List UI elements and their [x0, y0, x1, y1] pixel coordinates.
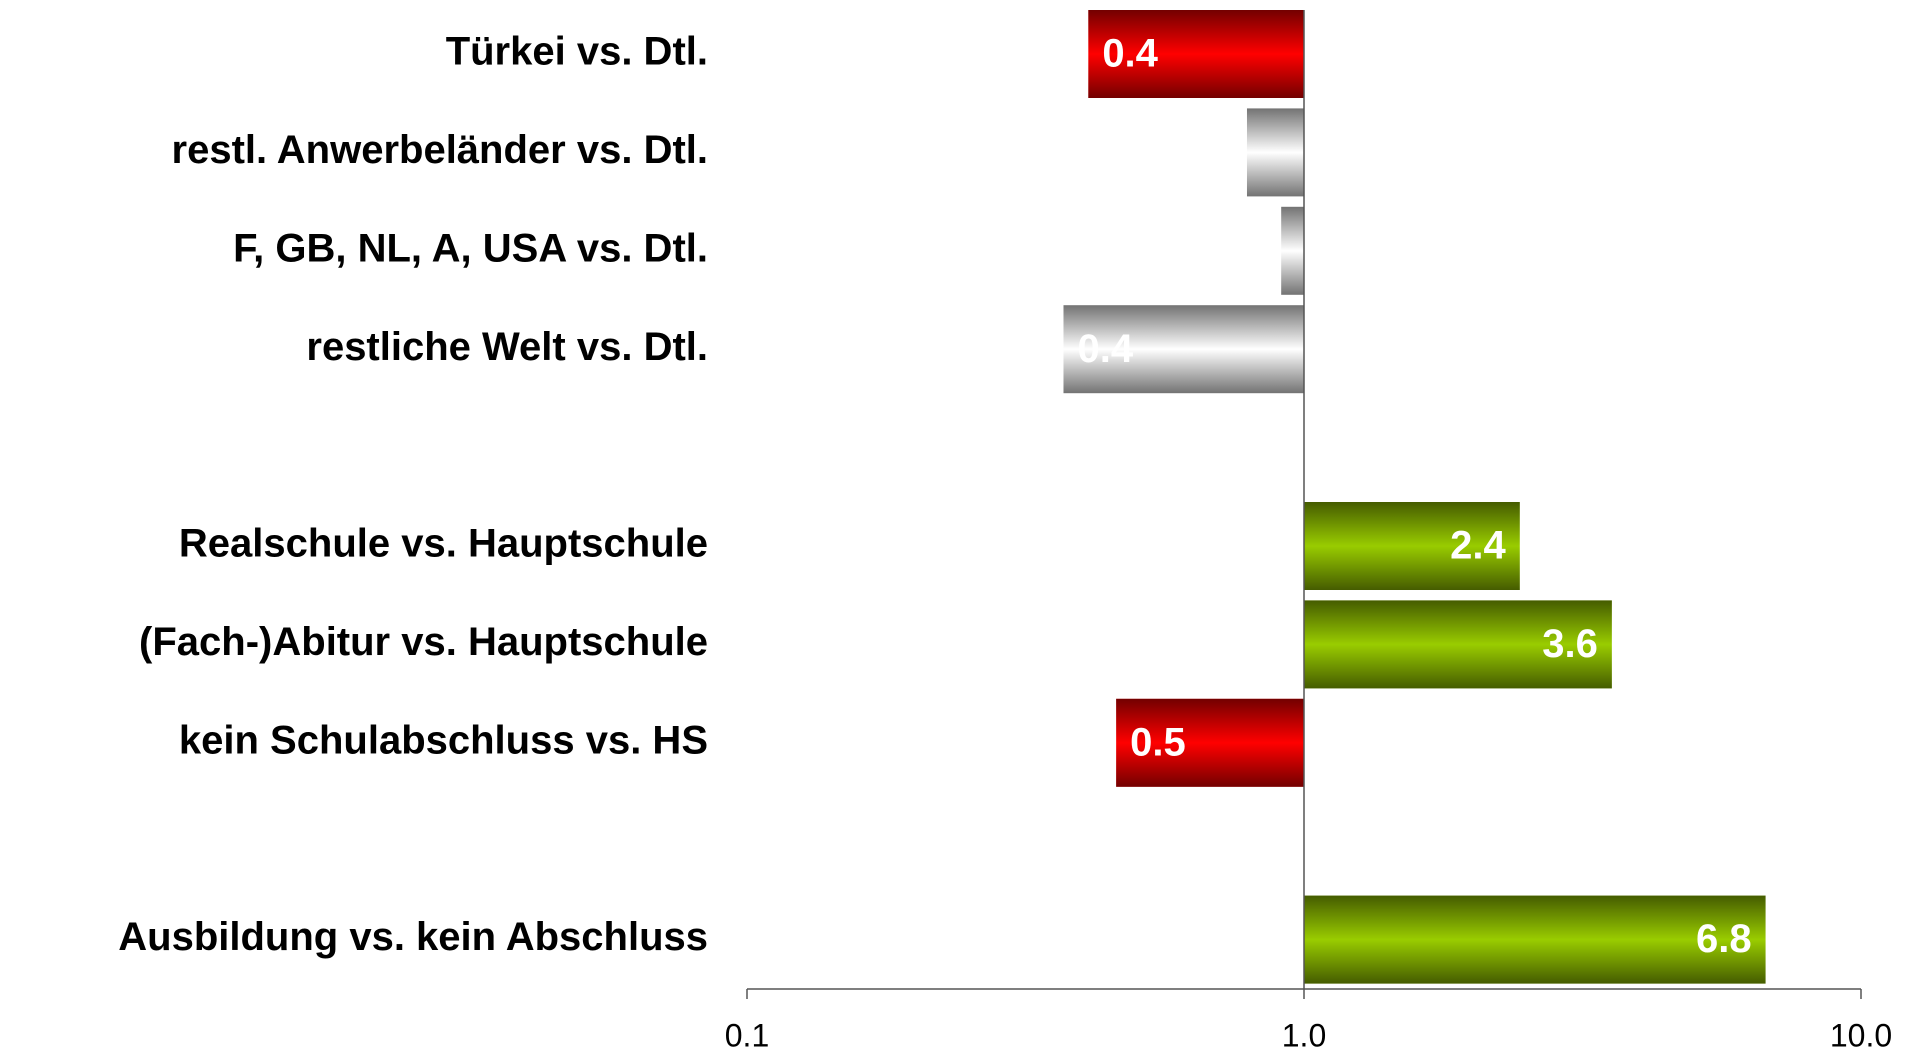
category-label: restliche Welt vs. Dtl. [306, 325, 708, 369]
value-label: 0.4 [1077, 327, 1133, 371]
bar-shade [1304, 895, 1766, 984]
category-label: restl. Anwerbeländer vs. Dtl. [172, 128, 708, 172]
x-tick-label: 10.0 [1830, 1017, 1892, 1053]
value-label: 0.5 [1130, 720, 1186, 764]
bar-shade [1088, 10, 1304, 98]
category-label: Türkei vs. Dtl. [446, 30, 708, 74]
bar-shade [1116, 698, 1304, 787]
bar-shade [1304, 600, 1612, 689]
bar-shade [1281, 206, 1304, 295]
value-label: 3.6 [1542, 622, 1598, 666]
category-label: Realschule vs. Hauptschule [179, 522, 708, 566]
category-label: Ausbildung vs. kein Abschluss [118, 915, 708, 959]
category-label: (Fach-)Abitur vs. Hauptschule [139, 620, 708, 664]
x-tick-label: 1.0 [1282, 1017, 1326, 1053]
bar-shade [1063, 305, 1304, 394]
value-label: 2.4 [1450, 524, 1506, 568]
category-label: F, GB, NL, A, USA vs. Dtl. [233, 226, 708, 270]
category-label: kein Schulabschluss vs. HS [179, 718, 708, 762]
value-label: 0.4 [1102, 32, 1158, 76]
bar-shade [1246, 108, 1304, 197]
value-label: 6.8 [1696, 917, 1752, 961]
x-tick-label: 0.1 [725, 1017, 769, 1053]
bar-shade [1304, 502, 1520, 590]
